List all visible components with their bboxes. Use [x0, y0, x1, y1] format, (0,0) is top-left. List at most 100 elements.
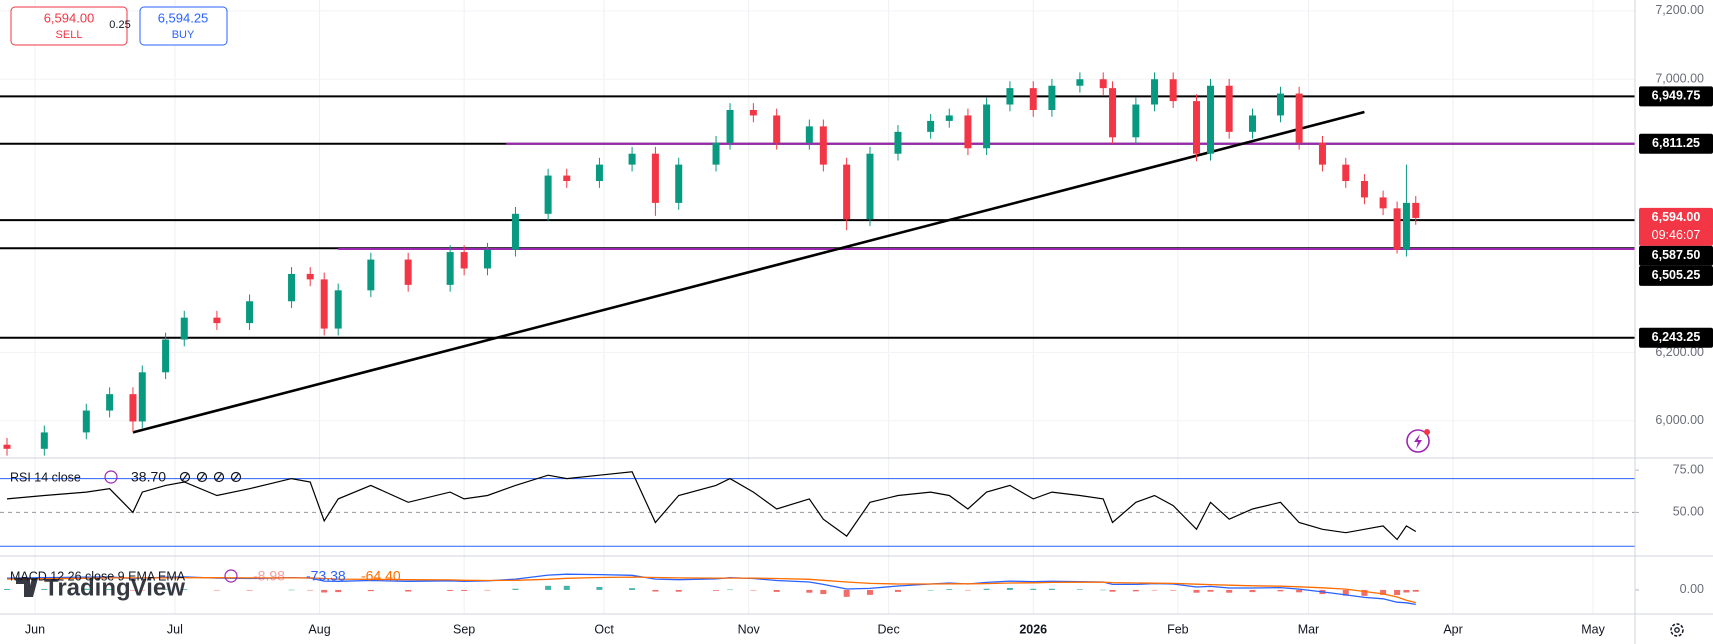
x-tick-label: 2026 [1019, 622, 1047, 636]
x-tick-label: Dec [878, 622, 900, 636]
y-tick-label: 50.00 [1673, 505, 1704, 519]
gear-outline[interactable] [1670, 623, 1684, 637]
level-value: 6,587.50 [1652, 248, 1701, 262]
macd-histogram-bar [773, 589, 780, 592]
macd-histogram-bar [1030, 588, 1037, 590]
candle-body [628, 153, 636, 165]
candle-body [805, 126, 813, 143]
macd-histogram-bar [1132, 589, 1139, 592]
candle-body [1379, 197, 1387, 209]
na-icon-slash [232, 472, 240, 482]
macd-histogram-bar [307, 589, 314, 591]
macd-histogram-bar [675, 589, 682, 592]
candle-body [1276, 93, 1284, 116]
level-label [1639, 327, 1713, 348]
candle-body [483, 249, 491, 269]
trade-panel: 6,594.00 SELL 0.25 6,594.25 BUY [10, 6, 228, 46]
settings-icon[interactable] [104, 470, 118, 484]
macd-histogram-bar [162, 589, 169, 590]
candle-body [1006, 88, 1014, 105]
alert-icon[interactable] [1406, 429, 1430, 453]
buy-label: BUY [172, 29, 195, 41]
candle-body [563, 175, 571, 182]
macd-histogram-bar [1394, 589, 1401, 596]
buy-price: 6,594.25 [158, 10, 209, 25]
countdown: 09:46:07 [1652, 228, 1701, 242]
candle-body [1099, 79, 1107, 89]
candle-body [129, 394, 137, 422]
candle-body [1151, 79, 1159, 105]
macd-histogram-bar [321, 589, 328, 593]
macd-histogram-bar [1296, 589, 1303, 593]
macd-histogram-bar [405, 589, 412, 592]
candle-body [446, 252, 454, 285]
candle-body [773, 115, 781, 143]
macd-histogram-bar [596, 586, 603, 590]
macd-histogram-bar [806, 589, 813, 593]
candle-body [651, 153, 659, 203]
y-tick-label: 7,200.00 [1655, 3, 1704, 17]
last-price-label [1639, 207, 1713, 246]
indicator-value: 38.70 [131, 469, 166, 485]
candle-body [983, 104, 991, 149]
candle-body [40, 432, 48, 449]
macd-histogram-bar [964, 589, 971, 591]
buy-button[interactable] [139, 6, 228, 46]
watermark: TradingView [16, 574, 185, 601]
macd-histogram-bar [927, 589, 934, 591]
gear-icon[interactable] [1670, 623, 1684, 637]
macd-histogram-bar [139, 589, 146, 591]
macd-histogram-bar [461, 589, 468, 591]
macd-histogram-bar [1151, 589, 1158, 591]
macd-histogram-bar [894, 589, 901, 592]
macd-histogram-bar [1403, 589, 1410, 593]
x-tick-label: Jun [25, 622, 45, 636]
macd-histogram-bar [946, 589, 953, 590]
sell-price: 6,594.00 [44, 10, 95, 25]
na-icon-slash [181, 472, 189, 482]
macd-histogram-bar [83, 588, 90, 590]
candle-body [1207, 85, 1215, 154]
candle-body [138, 372, 146, 422]
macd-line [6, 576, 1416, 604]
candle-body [819, 126, 827, 165]
candle-body [82, 410, 90, 433]
macd-histogram-bar [983, 588, 990, 590]
candle-body [1132, 104, 1140, 138]
na-icon-slash [215, 472, 223, 482]
macd-histogram-bar [652, 589, 659, 592]
spread: 0.25 [109, 19, 130, 31]
candle-body [1393, 208, 1401, 250]
macd-histogram-bar [1361, 589, 1368, 596]
sell-button[interactable] [10, 6, 128, 46]
candle-body [180, 317, 188, 340]
gear-center [1674, 627, 1680, 633]
x-tick-label: Apr [1443, 622, 1462, 636]
candle-body [367, 259, 375, 291]
watermark-text: TradingView [44, 574, 185, 601]
candle-body [894, 131, 902, 154]
x-tick-label: Oct [594, 622, 614, 636]
settings-icon[interactable] [224, 569, 238, 583]
candle-body [843, 164, 851, 220]
macd-histogram-bar [335, 589, 342, 593]
candle-body [1169, 79, 1177, 102]
macd-histogram-bar [367, 589, 374, 592]
candle-body [726, 109, 734, 143]
candle-body [927, 120, 935, 132]
macd-histogram-bar [713, 589, 720, 591]
level-label [1639, 245, 1713, 266]
x-tick-label: Sep [453, 622, 475, 636]
candle-body [404, 259, 412, 285]
indicator-value: -8.98 [253, 568, 285, 584]
candle-body [1342, 164, 1350, 182]
candle-body [866, 153, 874, 220]
level-label [1639, 86, 1713, 107]
na-icon [230, 471, 242, 483]
macd-histogram-bar [1226, 589, 1233, 593]
macd-line [6, 573, 1416, 606]
last-price-value: 6,594.00 [1652, 210, 1701, 224]
candle-body [1412, 202, 1420, 218]
